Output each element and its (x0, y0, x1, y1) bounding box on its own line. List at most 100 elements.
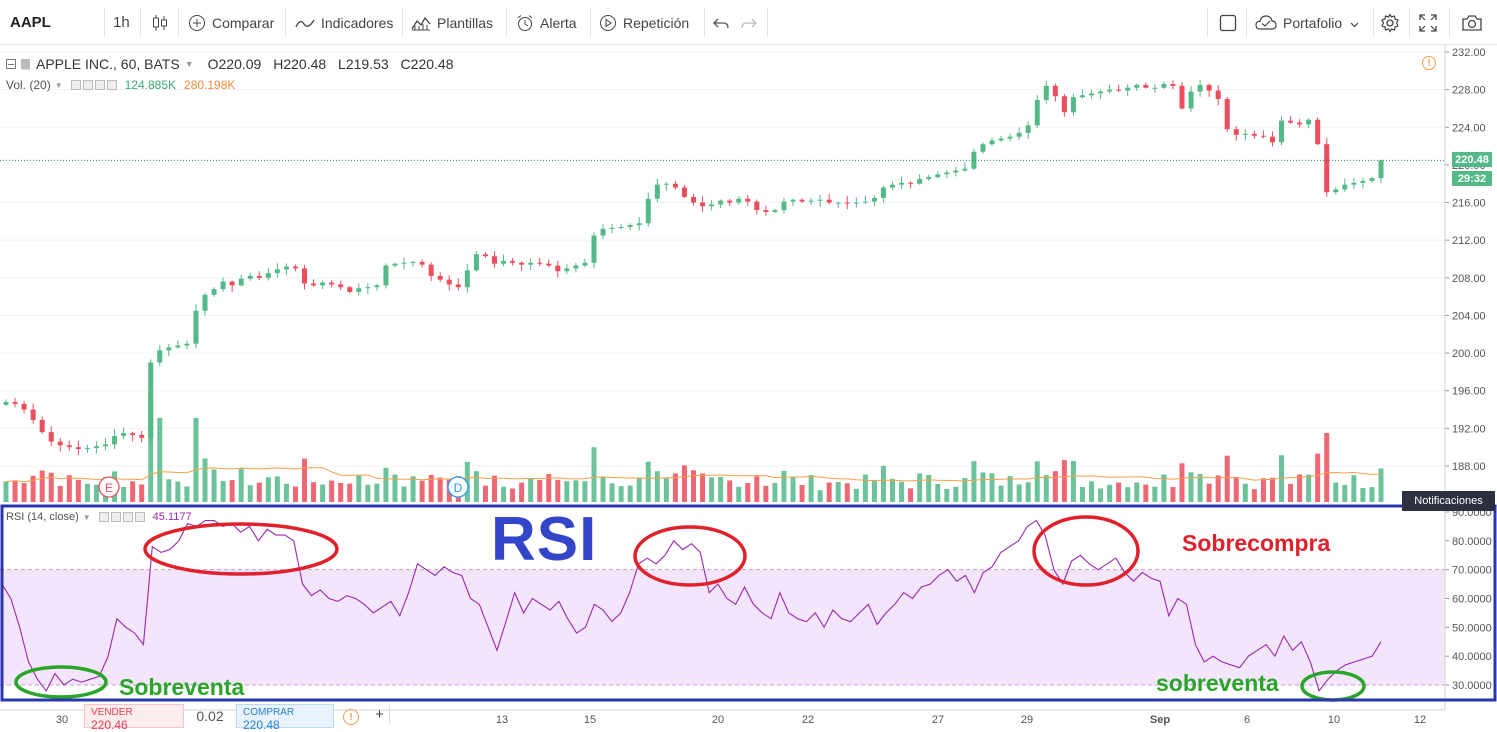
alert-button[interactable]: Alerta (516, 0, 577, 45)
candle (890, 181, 896, 191)
time-tick-label: 20 (712, 714, 724, 726)
settings-button[interactable] (1380, 0, 1406, 45)
plus-icon[interactable] (122, 512, 133, 522)
volume-bar (1007, 476, 1013, 502)
buy-button[interactable]: COMPRAR 220.48 (236, 704, 334, 732)
overbought-circle-2 (633, 525, 747, 587)
candle (1215, 85, 1221, 106)
volume-bar (329, 480, 335, 502)
volume-bar (383, 467, 389, 502)
notifications-button[interactable]: Notificaciones (1402, 491, 1495, 511)
redo-button[interactable] (741, 0, 763, 45)
eye-icon[interactable] (98, 512, 109, 522)
eye-icon[interactable] (70, 80, 81, 90)
candle (772, 208, 778, 213)
candle (112, 429, 118, 449)
rsi-axis[interactable]: 90.000080.000070.000060.000050.000040.00… (1445, 507, 1492, 692)
candle (1098, 89, 1104, 99)
volume-bar (1297, 474, 1303, 502)
add-order-button[interactable]: + (370, 704, 390, 724)
templates-icon (411, 15, 431, 31)
fullscreen-button[interactable] (1419, 0, 1443, 45)
volume-bar (971, 461, 977, 502)
candle (971, 148, 977, 171)
flag-icon[interactable] (21, 58, 30, 70)
volume-bar (591, 447, 597, 502)
gear-icon[interactable] (110, 512, 121, 522)
candle (736, 196, 742, 205)
alert-circle-icon[interactable]: ! (1422, 56, 1436, 70)
info-icon[interactable]: ! (343, 709, 359, 725)
symbol-search[interactable]: AAPL (10, 0, 51, 45)
rsi-tick-label: 80.0000 (1452, 536, 1492, 548)
volume-bar (1197, 474, 1203, 502)
earnings-marker[interactable]: E (98, 476, 120, 498)
candle (39, 416, 45, 434)
volume-bar (75, 479, 81, 502)
volume-bar (3, 481, 9, 502)
time-axis[interactable]: 30 13 15 20 22 27 29 Sep 6 10 12 (56, 714, 1426, 726)
chart-style-button[interactable] (151, 0, 175, 45)
replay-button[interactable]: Repetición (599, 0, 689, 45)
volume-label: Vol. (20) (6, 78, 51, 92)
close-icon[interactable] (106, 80, 117, 90)
volume-bar (890, 478, 896, 502)
volume-bar (871, 479, 877, 502)
candle (383, 263, 389, 289)
volume-bar (899, 481, 905, 502)
candle (184, 340, 190, 350)
portfolio-button[interactable]: Portafolio (1255, 0, 1359, 45)
volume-value-1: 124.885K (124, 78, 177, 92)
undo-button[interactable] (713, 0, 735, 45)
collapse-icon[interactable] (6, 59, 16, 69)
price-axis[interactable]: 232.00228.00224.00220.00216.00212.00208.… (1445, 47, 1486, 473)
candle (1089, 89, 1095, 99)
candle (853, 197, 859, 208)
candle (663, 182, 669, 191)
price-tick-label: 224.00 (1452, 122, 1486, 134)
volume-bar (1079, 486, 1085, 502)
indicators-button[interactable]: Indicadores (295, 0, 393, 45)
chevron-down-icon[interactable]: ▼ (54, 80, 63, 90)
chart-area[interactable]: 232.00228.00224.00220.00216.00212.00208.… (0, 45, 1497, 728)
candle (139, 430, 145, 443)
sell-button[interactable]: VENDER 220.46 (84, 704, 184, 732)
candle (103, 438, 109, 451)
volume-bar (880, 465, 886, 502)
volume-bar (1016, 484, 1022, 502)
volume-bars (3, 395, 1384, 502)
time-tick-label: 27 (932, 714, 944, 726)
square-icon (1219, 14, 1237, 32)
dividend-marker[interactable]: D (447, 476, 469, 498)
volume-bar (12, 480, 18, 502)
chart-grid (0, 51, 1445, 467)
candle (672, 180, 678, 190)
candle (645, 192, 651, 227)
candle (537, 257, 543, 267)
plus-icon[interactable] (94, 80, 105, 90)
candle (121, 427, 127, 440)
templates-button[interactable]: Plantillas (411, 0, 493, 45)
toolbar-divider (1373, 8, 1374, 37)
fullscreen-icon (1419, 13, 1437, 32)
cloud-check-icon (1255, 14, 1277, 31)
close-icon[interactable] (134, 512, 145, 522)
volume-bar (48, 472, 54, 502)
volume-bar (691, 470, 696, 502)
rsi-legend: RSI (14, close) ▼ 45.1177 (6, 511, 192, 523)
chevron-down-icon[interactable]: ▼ (184, 59, 194, 69)
snapshot-button[interactable] (1461, 0, 1489, 45)
volume-bar (1089, 481, 1095, 502)
candle (455, 278, 461, 291)
gear-icon[interactable] (82, 80, 93, 90)
volume-bar (1052, 471, 1058, 502)
layout-square-button[interactable] (1219, 0, 1243, 45)
volume-bar (1306, 474, 1312, 502)
candle (84, 444, 90, 453)
interval-button[interactable]: 1h (113, 0, 130, 45)
candle (1061, 93, 1067, 117)
compare-button[interactable]: Comparar (188, 0, 274, 45)
candle (1170, 80, 1176, 90)
volume-bar (401, 486, 407, 502)
chevron-down-icon[interactable]: ▼ (82, 512, 91, 522)
